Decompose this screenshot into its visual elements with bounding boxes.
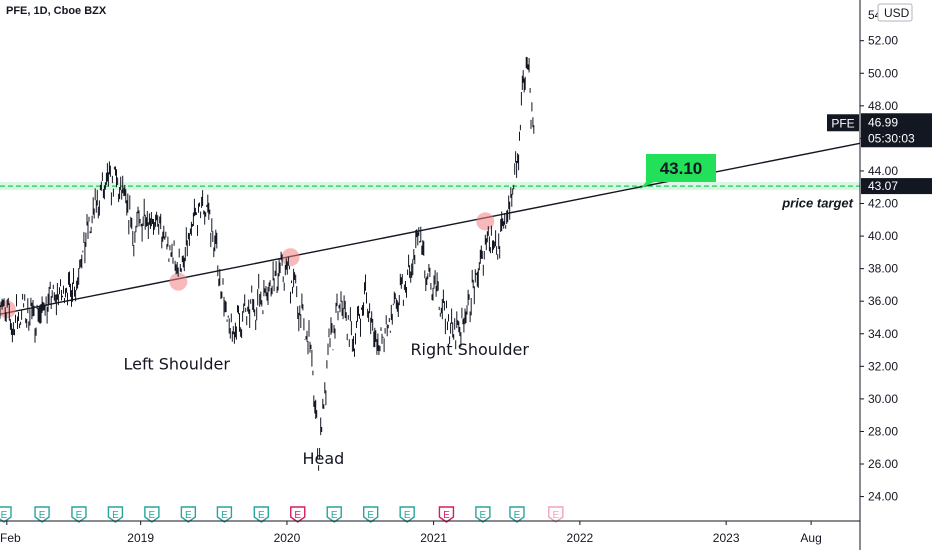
- earnings-marker-shape[interactable]: [253, 506, 269, 523]
- earnings-marker-shape[interactable]: [34, 506, 50, 523]
- earnings-marker[interactable]: E: [144, 506, 160, 523]
- earnings-marker-label[interactable]: E: [367, 510, 374, 521]
- earnings-marker-shape[interactable]: [548, 506, 564, 523]
- currency-label[interactable]: USD: [884, 6, 910, 20]
- target-price-box: [861, 178, 932, 195]
- y-tick-label: 40.00: [868, 229, 898, 243]
- earnings-marker-label[interactable]: E: [112, 510, 119, 521]
- earnings-marker-label[interactable]: E: [185, 510, 192, 521]
- earnings-marker[interactable]: E: [180, 506, 197, 523]
- earnings-marker-shape[interactable]: [71, 506, 87, 523]
- currency-box[interactable]: [877, 3, 913, 22]
- symbol-price-tag: [827, 114, 859, 132]
- earnings-marker-label[interactable]: E: [552, 510, 559, 521]
- earnings-marker-label[interactable]: E: [1, 510, 8, 521]
- earnings-marker-shape[interactable]: [290, 506, 306, 523]
- earnings-marker-label[interactable]: E: [480, 510, 487, 521]
- earnings-marker-shape[interactable]: [475, 506, 491, 523]
- earnings-marker[interactable]: E: [548, 506, 564, 523]
- earnings-marker-label[interactable]: E: [443, 510, 450, 521]
- x-tick-label: 2022: [567, 531, 594, 545]
- annotation-label: Left Shoulder: [124, 355, 231, 374]
- earnings-marker-label[interactable]: E: [331, 510, 338, 521]
- touch-marker: [476, 212, 495, 231]
- target-callout-box: [640, 154, 716, 189]
- earnings-marker-label[interactable]: E: [514, 510, 521, 521]
- y-tick-label: 28.00: [868, 424, 898, 438]
- earnings-marker[interactable]: E: [475, 506, 491, 523]
- y-tick-label: 42.00: [868, 197, 898, 211]
- x-tick-label: 2023: [713, 531, 740, 545]
- y-tick-label: 24.00: [868, 490, 898, 504]
- earnings-marker[interactable]: E: [290, 506, 306, 523]
- earnings-marker[interactable]: E: [216, 506, 233, 523]
- countdown-label: 05:30:03: [868, 131, 915, 145]
- earnings-marker-label[interactable]: E: [294, 510, 301, 521]
- earnings-marker[interactable]: E: [326, 506, 342, 523]
- y-tick-label: 50.00: [868, 66, 898, 80]
- earnings-marker-label[interactable]: E: [39, 510, 46, 521]
- y-tick-label: 34.00: [868, 327, 898, 341]
- earnings-marker-shape[interactable]: [438, 506, 455, 523]
- earnings-marker[interactable]: E: [107, 506, 124, 523]
- symbol-price-tag-label: PFE: [831, 116, 854, 130]
- target-price-label: 43.07: [868, 179, 898, 193]
- earnings-marker-shape[interactable]: [362, 506, 379, 523]
- y-tick-label: 26.00: [868, 457, 898, 471]
- earnings-marker-shape[interactable]: [326, 506, 342, 523]
- y-tick-label: 36.00: [868, 294, 898, 308]
- earnings-marker[interactable]: E: [362, 506, 379, 523]
- earnings-marker-label[interactable]: E: [76, 510, 83, 521]
- earnings-marker-shape[interactable]: [399, 506, 415, 523]
- x-tick-label: Feb: [0, 531, 21, 545]
- earnings-marker[interactable]: E: [438, 506, 455, 523]
- earnings-marker-shape[interactable]: [144, 506, 160, 523]
- y-tick-label: 32.00: [868, 359, 898, 373]
- x-tick-label: 2021: [420, 531, 447, 545]
- earnings-marker-shape[interactable]: [216, 506, 233, 523]
- earnings-marker[interactable]: E: [509, 506, 525, 523]
- earnings-marker[interactable]: E: [399, 506, 415, 523]
- y-tick-label: 30.00: [868, 392, 898, 406]
- earnings-marker[interactable]: E: [253, 506, 269, 523]
- price-bars-series-PFE: [0, 56, 535, 471]
- earnings-marker-shape[interactable]: [0, 506, 12, 523]
- earnings-marker-label[interactable]: E: [149, 510, 156, 521]
- x-tick-label: Aug: [800, 531, 821, 545]
- earnings-marker-shape[interactable]: [107, 506, 124, 523]
- earnings-marker-label[interactable]: E: [258, 510, 265, 521]
- earnings-marker[interactable]: E: [34, 506, 50, 523]
- x-tick-label: 2019: [127, 531, 154, 545]
- earnings-marker-shape[interactable]: [180, 506, 197, 523]
- target-zone: [0, 182, 860, 191]
- target-callout-label: 43.10: [660, 159, 703, 178]
- earnings-marker-shape[interactable]: [509, 506, 525, 523]
- y-tick-label: 44.00: [868, 164, 898, 178]
- last-price-box: [861, 113, 932, 148]
- earnings-marker-label[interactable]: E: [221, 510, 228, 521]
- y-tick-label: 48.00: [868, 99, 898, 113]
- annotation-label: Head: [302, 449, 344, 468]
- last-price-label: 46.99: [868, 115, 898, 129]
- y-tick-label: 38.00: [868, 262, 898, 276]
- annotation-price-target: price target: [781, 196, 853, 211]
- earnings-marker[interactable]: E: [71, 506, 87, 523]
- touch-marker: [169, 272, 188, 291]
- y-tick-label: 52.00: [868, 34, 898, 48]
- chart-header-symbol[interactable]: PFE, 1D, Cboe BZX: [6, 5, 107, 17]
- neckline-trendline: [0, 142, 861, 315]
- annotation-label: Right Shoulder: [410, 340, 529, 359]
- earnings-marker[interactable]: E: [0, 506, 12, 523]
- touch-marker: [281, 248, 300, 267]
- earnings-marker-label[interactable]: E: [404, 510, 411, 521]
- x-tick-label: 2020: [274, 531, 301, 545]
